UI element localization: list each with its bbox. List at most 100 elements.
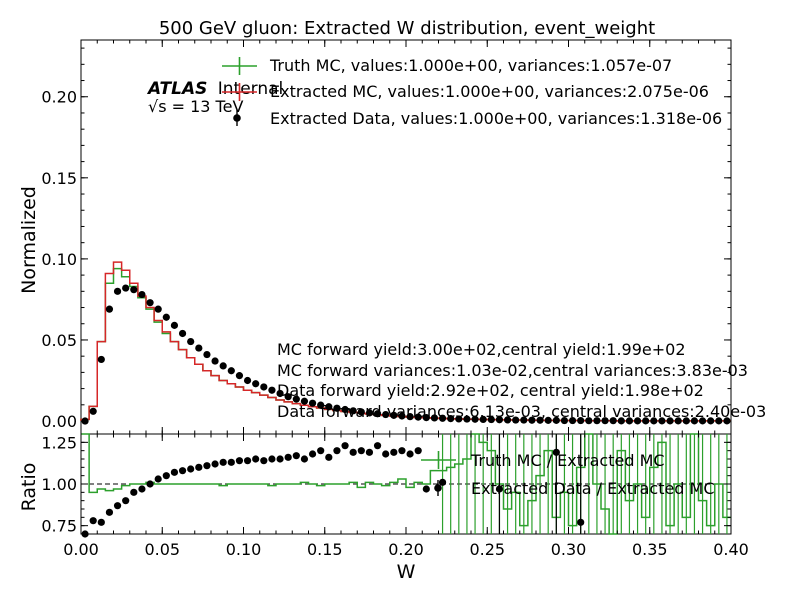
extracted-data-point — [178, 329, 187, 338]
axes-ticks-layer: 0.00 0.05 0.10 0.15 0.20 0.25 0.30 0.35 0.40 0.00… — [41, 40, 749, 559]
extracted-data-point — [308, 399, 317, 407]
extracted-data-point — [609, 417, 617, 425]
extracted-data-point — [300, 397, 309, 405]
data-over-mc-point — [276, 455, 284, 463]
extracted-data-point — [414, 413, 422, 421]
data-over-mc-point — [552, 448, 560, 456]
data-over-mc-point — [252, 455, 260, 463]
extracted-data-point — [487, 415, 495, 424]
data-over-mc-point — [365, 448, 374, 456]
extracted-data-point — [666, 417, 674, 425]
extracted-data-point — [89, 407, 97, 415]
data-over-mc-point — [300, 455, 309, 463]
data-over-mc-point — [357, 447, 365, 455]
extracted-data-point — [357, 408, 365, 416]
data-over-mc-point — [577, 518, 585, 526]
data-over-mc-point — [325, 453, 333, 461]
extracted-data-point — [593, 417, 601, 425]
extracted-data-point — [642, 417, 650, 425]
x-tick-label: 0.40 — [713, 540, 749, 559]
data-over-mc-point — [317, 447, 325, 455]
extracted-data-point — [536, 416, 544, 424]
extracted-data-point — [170, 321, 179, 329]
legend-extracted-data: Extracted Data, values:1.000e+00, varian… — [270, 109, 722, 128]
x-tick-label: 0.10 — [226, 540, 262, 559]
extracted-data-point — [130, 286, 138, 294]
extracted-data-point — [479, 415, 487, 424]
extracted-data-point — [528, 416, 536, 424]
extracted-data-point — [154, 305, 162, 313]
x-tick-label: 0.30 — [551, 540, 587, 559]
extracted-data-point — [552, 416, 560, 424]
extracted-data-point — [463, 415, 471, 423]
extracted-data-point — [187, 337, 195, 346]
extracted-data-point — [284, 393, 292, 401]
chart-title: 500 GeV gluon: Extracted W distribution,… — [159, 18, 655, 39]
svg-text:ATLAS Internal: ATLAS Internal — [146, 79, 283, 99]
extracted-data-point — [568, 416, 577, 425]
extracted-data-point — [219, 362, 227, 370]
data-over-mc-point — [260, 457, 268, 465]
extracted-data-point — [317, 401, 325, 409]
extracted-data-point — [333, 404, 341, 412]
extracted-data-point — [601, 417, 609, 425]
top-plot-layer — [80, 261, 731, 425]
extracted-data-point — [211, 357, 219, 365]
data-over-mc-point — [170, 468, 179, 476]
extracted-data-point — [715, 417, 723, 425]
extracted-data-point — [203, 350, 211, 359]
extracted-data-point — [276, 389, 284, 398]
data-over-mc-point — [97, 518, 105, 526]
data-over-mc-point — [292, 452, 300, 460]
atlas-label: ATLAS — [146, 79, 207, 99]
extracted-data-point — [633, 417, 642, 425]
ratio-y-tick-label: 0.75 — [41, 517, 77, 536]
data-over-mc-point — [187, 465, 195, 473]
extracted-data-point — [227, 367, 235, 375]
data-over-mc-point — [284, 453, 292, 461]
x-tick-label: 0.05 — [144, 540, 180, 559]
top-y-tick-label: 0.10 — [41, 250, 77, 269]
extracted-data-point — [447, 414, 455, 423]
extracted-data-point — [544, 416, 552, 424]
data-over-mc-point — [178, 467, 187, 475]
top-legend: Truth MC, values:1.000e+00, variances:1.… — [222, 56, 722, 128]
stats-line-2: MC forward variances:1.03e-02,central va… — [277, 361, 748, 380]
data-over-mc-point — [382, 450, 390, 458]
atlas-status: Internal — [218, 79, 284, 99]
data-over-mc-point — [341, 442, 349, 450]
data-over-mc-point — [122, 497, 130, 505]
extracted-data-point — [658, 417, 666, 425]
extracted-data-point — [138, 290, 146, 299]
x-tick-label: 0.25 — [469, 540, 505, 559]
extracted-data-point — [341, 405, 349, 414]
extracted-data-point — [268, 386, 276, 394]
data-over-mc-point — [89, 517, 97, 525]
data-over-mc-point — [219, 458, 227, 466]
extracted-data-point — [471, 415, 479, 423]
legend-truth-over-mc: Truth MC / Extracted MC — [470, 451, 665, 470]
extracted-data-point — [243, 376, 252, 385]
data-over-mc-point — [308, 450, 317, 458]
top-y-tick-label: 0.15 — [41, 169, 77, 188]
extracted-data-point — [146, 299, 154, 307]
data-over-mc-point — [154, 475, 162, 483]
stats-line-1: MC forward yield:3.00e+02,central yield:… — [277, 340, 686, 359]
top-y-tick-label: 0.05 — [41, 331, 77, 350]
data-over-mc-point — [162, 472, 170, 480]
data-over-mc-point — [422, 485, 430, 493]
data-over-mc-point — [113, 502, 122, 510]
ratio-plot-layer — [81, 433, 731, 538]
extracted-data-point — [122, 284, 130, 292]
x-tick-label: 0.20 — [388, 540, 424, 559]
stats-line-3: Data forward yield:2.92e+02, central yie… — [277, 381, 704, 400]
extracted-data-point — [698, 417, 707, 425]
extracted-data-point — [577, 416, 585, 425]
extracted-data-point — [512, 416, 520, 424]
extracted-data-point — [325, 403, 333, 411]
extracted-data-point — [707, 417, 715, 425]
top-y-tick-label: 0.00 — [41, 412, 77, 431]
extracted-data-point — [503, 416, 512, 424]
extracted-data-point — [406, 413, 414, 421]
data-over-mc-point — [146, 480, 154, 488]
